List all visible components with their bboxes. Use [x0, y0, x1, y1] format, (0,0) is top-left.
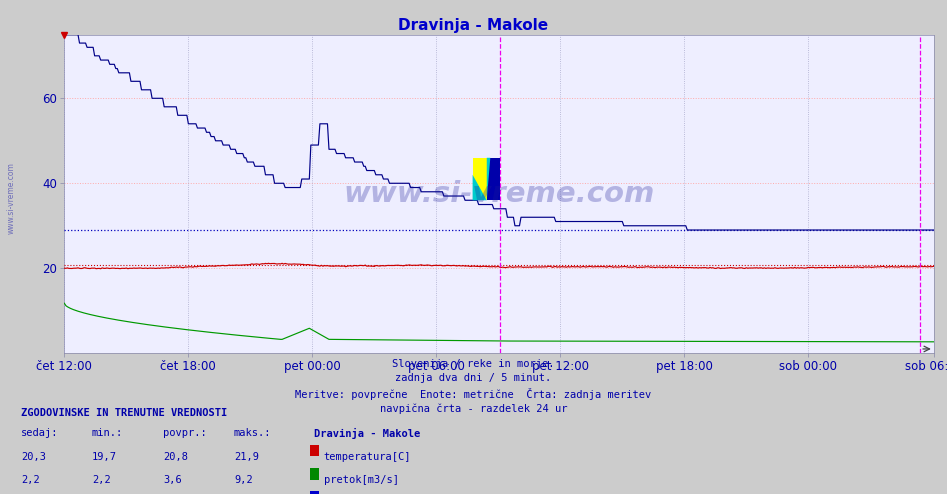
Text: pretok[m3/s]: pretok[m3/s]	[324, 475, 399, 485]
Text: min.:: min.:	[92, 428, 123, 438]
Text: 20,3: 20,3	[21, 452, 45, 461]
Text: sedaj:: sedaj:	[21, 428, 59, 438]
Text: www.si-vreme.com: www.si-vreme.com	[7, 162, 16, 234]
Text: 19,7: 19,7	[92, 452, 116, 461]
Text: povpr.:: povpr.:	[163, 428, 206, 438]
Text: 3,6: 3,6	[163, 475, 182, 485]
Text: ZGODOVINSKE IN TRENUTNE VREDNOSTI: ZGODOVINSKE IN TRENUTNE VREDNOSTI	[21, 408, 227, 417]
Text: 21,9: 21,9	[234, 452, 259, 461]
Text: Dravinja - Makole: Dravinja - Makole	[399, 18, 548, 33]
Polygon shape	[487, 158, 491, 200]
Text: 9,2: 9,2	[234, 475, 253, 485]
Text: Dravinja - Makole: Dravinja - Makole	[314, 428, 420, 439]
Text: temperatura[C]: temperatura[C]	[324, 452, 411, 461]
Polygon shape	[473, 175, 487, 200]
Text: maks.:: maks.:	[234, 428, 272, 438]
Text: www.si-vreme.com: www.si-vreme.com	[344, 180, 654, 208]
Text: 2,2: 2,2	[21, 475, 40, 485]
Bar	[487, 158, 500, 200]
Text: 20,8: 20,8	[163, 452, 188, 461]
Text: Slovenija / reke in morje.
zadnja dva dni / 5 minut.
Meritve: povprečne  Enote: : Slovenija / reke in morje. zadnja dva dn…	[295, 359, 652, 414]
Bar	[473, 158, 500, 200]
Text: 2,2: 2,2	[92, 475, 111, 485]
